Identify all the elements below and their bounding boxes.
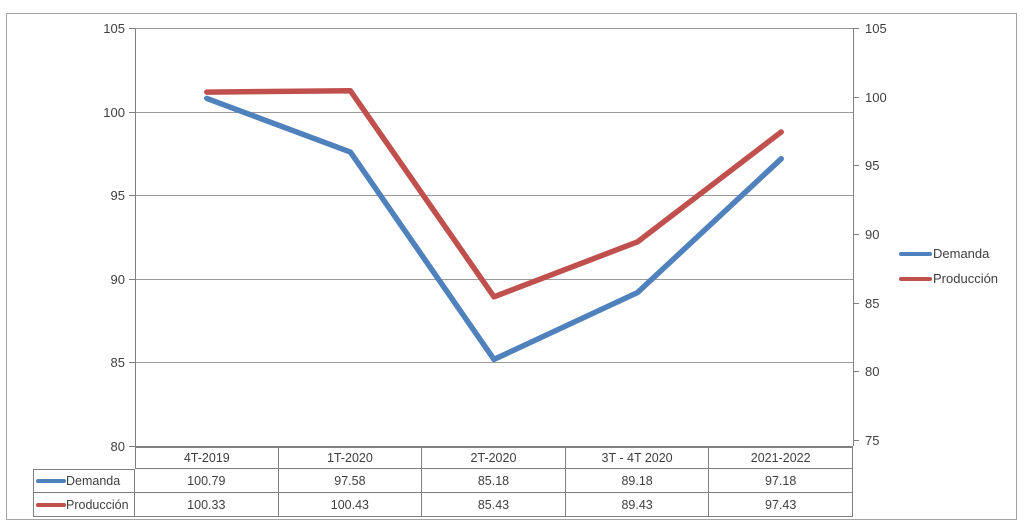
right-axis-tick-label: 75	[865, 433, 879, 448]
table-column-header: 2021-2022	[709, 447, 853, 469]
legend-key-line-icon	[899, 276, 932, 281]
left-axis-tick-label: 100	[103, 105, 125, 120]
table-column-header: 4T-2019	[135, 447, 279, 469]
table-value-cell: 89.43	[565, 493, 710, 517]
table-row-label-text: Demanda	[66, 474, 121, 488]
left-axis-tick-label: 85	[111, 355, 125, 370]
right-axis-tick-label: 105	[865, 21, 887, 36]
table-key-line-icon	[36, 479, 66, 483]
chart-outer-border	[6, 13, 1017, 520]
table-row-label: Demanda	[33, 469, 135, 493]
table-row-label-text: Producción	[66, 497, 129, 512]
legend-label: Demanda	[933, 246, 990, 261]
right-axis-tick-label: 100	[865, 90, 887, 105]
left-axis-tick-label: 105	[103, 21, 125, 36]
left-axis-tick-label: 90	[111, 272, 125, 287]
table-column-header: 1T-2020	[278, 447, 423, 469]
right-axis-tick-label: 95	[865, 158, 879, 173]
table-value-cell: 85.43	[422, 493, 566, 517]
table-value-cell: 100.43	[278, 493, 423, 517]
table-value-cell: 97.43	[709, 493, 853, 517]
table-column-header: 3T - 4T 2020	[565, 447, 710, 469]
series-line-produccion	[204, 88, 784, 300]
legend-item: Demanda	[899, 241, 998, 266]
table-value-cell: 100.79	[135, 469, 279, 493]
left-axis-tick-label: 95	[111, 188, 125, 203]
table-value-cell: 89.18	[565, 469, 710, 493]
table-value-cell: 100.33	[135, 493, 279, 517]
table-key-line-icon	[36, 502, 66, 507]
table-column-header: 2T-2020	[422, 447, 566, 469]
right-axis-tick-label: 90	[865, 227, 879, 242]
series-line-demanda	[204, 95, 784, 363]
table-row-label: Producción	[33, 493, 135, 517]
right-axis-tick-label: 80	[865, 364, 879, 379]
right-axis-tick-label: 85	[865, 296, 879, 311]
legend-item: Producción	[899, 266, 998, 291]
legend-label: Producción	[933, 271, 999, 286]
legend-key-line-icon	[899, 251, 932, 256]
table-corner-cell	[33, 447, 135, 469]
table-value-cell: 97.18	[709, 469, 853, 493]
table-value-cell: 97.58	[278, 469, 423, 493]
legend: Demanda Producción	[899, 241, 998, 291]
data-table: 4T-2019 1T-2020 2T-2020 3T - 4T 2020 2021-20…	[33, 447, 853, 517]
left-axis-tick-label: 80	[111, 439, 125, 454]
table-value-cell: 85.18	[422, 469, 566, 493]
